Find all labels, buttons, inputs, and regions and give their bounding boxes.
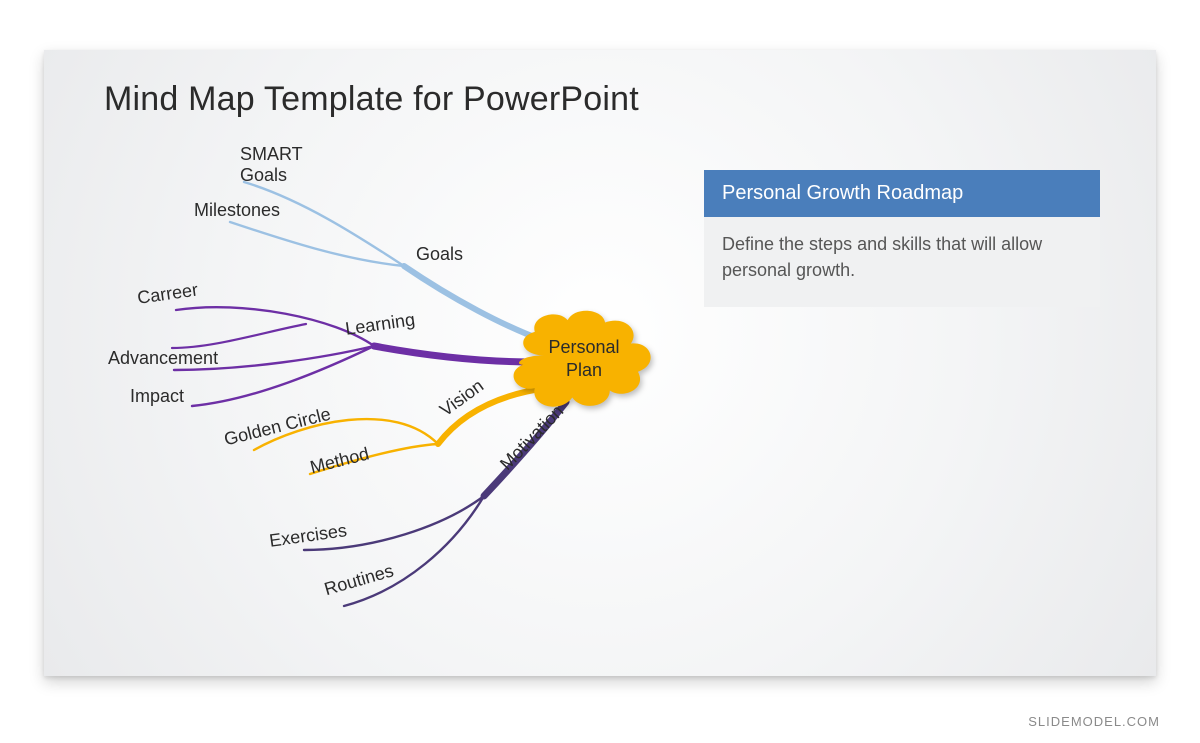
- center-cloud-label: PersonalPlan: [534, 336, 634, 383]
- branch-label: Milestones: [194, 200, 280, 221]
- branch-label: Vision: [436, 375, 488, 421]
- sidebox-body: Define the steps and skills that will al…: [704, 217, 1100, 307]
- branch-label: Goals: [416, 244, 463, 265]
- branch-label: Golden Circle: [222, 404, 333, 451]
- branch-label: Exercises: [268, 520, 348, 552]
- slide: Mind Map Template for PowerPoint Persona…: [44, 50, 1156, 676]
- stage: Mind Map Template for PowerPoint Persona…: [0, 0, 1200, 743]
- branch-label: Method: [308, 443, 371, 478]
- sidebox-header: Personal Growth Roadmap: [704, 170, 1100, 217]
- slide-title: Mind Map Template for PowerPoint: [104, 80, 639, 119]
- branch-label: SMART Goals: [240, 144, 303, 186]
- branch-label: Carreer: [136, 280, 199, 309]
- branch-label: Learning: [344, 309, 416, 340]
- branch-label: Routines: [322, 560, 396, 600]
- branch-label: Advancement: [108, 348, 218, 369]
- sidebox: Personal Growth Roadmap Define the steps…: [704, 170, 1100, 307]
- footer-brand: SLIDEMODEL.COM: [1028, 714, 1160, 729]
- branch-label: Impact: [130, 386, 184, 407]
